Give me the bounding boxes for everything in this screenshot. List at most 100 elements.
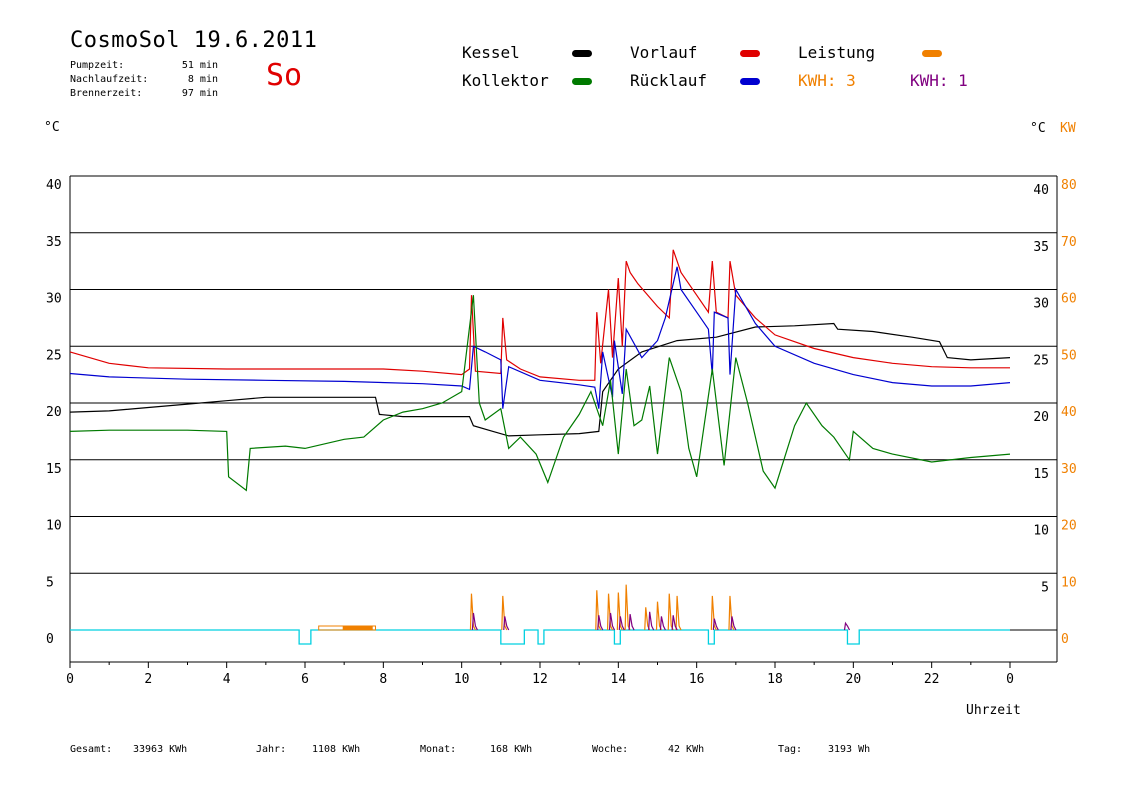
power-spike-0-0 bbox=[469, 593, 476, 631]
power-spike-0-9 bbox=[675, 595, 682, 631]
x-tick-label-4: 8 bbox=[379, 672, 387, 687]
power-spike-1-11 bbox=[843, 621, 851, 631]
x-axis-label: Uhrzeit bbox=[966, 703, 1021, 718]
left-tick-label-5: 5 bbox=[46, 575, 54, 590]
chart-title: CosmoSol 19.6.2011 bbox=[70, 28, 318, 53]
legend-vorlauf-swatch bbox=[740, 50, 760, 57]
power-spike-0-10 bbox=[710, 595, 717, 631]
x-tick-label-9: 18 bbox=[767, 672, 783, 687]
power-spike-1-7 bbox=[659, 616, 666, 631]
chart-grid bbox=[70, 175, 1057, 574]
pumpzeit-value: 51 min bbox=[181, 60, 218, 71]
series-line-kollektor bbox=[69, 295, 1011, 492]
series-line-kessel bbox=[69, 322, 1011, 437]
right-kw-tick-label-8: 80 bbox=[1061, 178, 1077, 193]
power-spike-1-4 bbox=[618, 616, 625, 631]
x-tick-label-12: 0 bbox=[1006, 672, 1014, 687]
x-tick-label-11: 22 bbox=[924, 672, 940, 687]
x-tick-label-8: 16 bbox=[689, 672, 705, 687]
jahr-value: 1108 KWh bbox=[312, 744, 361, 755]
x-tick-label-3: 6 bbox=[301, 672, 309, 687]
legend-kwh-purple: KWH: 1 bbox=[910, 71, 968, 90]
right-kw-tick-label-7: 70 bbox=[1061, 235, 1077, 250]
left-tick-label-25: 25 bbox=[46, 348, 62, 363]
legend-kollektor-label: Kollektor bbox=[462, 71, 549, 90]
chart-series bbox=[69, 249, 1011, 645]
x-tick-label-0: 0 bbox=[66, 672, 74, 687]
left-tick-label-20: 20 bbox=[46, 405, 62, 420]
right-c-tick-label-5: 5 bbox=[1041, 580, 1049, 595]
right-kw-tick-label-4: 40 bbox=[1061, 405, 1077, 420]
left-tick-label-35: 35 bbox=[46, 235, 62, 250]
legend-leistung-label: Leistung bbox=[798, 43, 876, 62]
legend-kessel-label: Kessel bbox=[462, 43, 520, 62]
legend-kwh-orange: KWH: 3 bbox=[798, 71, 856, 90]
right-kw-tick-label-6: 60 bbox=[1061, 292, 1077, 307]
x-tick-label-6: 12 bbox=[532, 672, 548, 687]
right-kw-tick-label-3: 30 bbox=[1061, 462, 1077, 477]
power-spike-1-5 bbox=[628, 614, 635, 631]
power-spike-1-10 bbox=[730, 616, 737, 631]
x-tick-label-2: 4 bbox=[223, 672, 231, 687]
jahr-label: Jahr: bbox=[256, 744, 287, 755]
monat-value: 168 KWh bbox=[490, 744, 533, 755]
right-c-tick-label-15: 15 bbox=[1033, 467, 1049, 482]
nachlaufzeit-label: Nachlaufzeit: bbox=[70, 74, 149, 85]
x-tick-label-10: 20 bbox=[846, 672, 862, 687]
power-spike-1-3 bbox=[608, 612, 616, 631]
left-unit-label: °C bbox=[44, 120, 60, 135]
woche-label: Woche: bbox=[592, 744, 629, 755]
left-tick-label-15: 15 bbox=[46, 462, 62, 477]
nachlaufzeit-value: 8 min bbox=[187, 74, 218, 85]
power-spike-1-0 bbox=[471, 612, 478, 631]
right-kw-tick-label-2: 20 bbox=[1061, 519, 1077, 534]
right-c-tick-label-35: 35 bbox=[1033, 240, 1049, 255]
right-kw-tick-label-5: 50 bbox=[1061, 348, 1077, 363]
legend-vorlauf-label: Vorlauf bbox=[630, 43, 698, 62]
x-tick-label-5: 10 bbox=[454, 672, 470, 687]
power-spike-1-1 bbox=[503, 616, 510, 631]
series-line-rcklauf bbox=[69, 266, 1011, 409]
power-spike-0-2 bbox=[595, 590, 602, 631]
left-tick-label-10: 10 bbox=[46, 519, 62, 534]
right-kw-tick-label-1: 10 bbox=[1061, 575, 1077, 590]
weekday-label: So bbox=[266, 58, 303, 93]
gesamt-label: Gesamt: bbox=[70, 744, 113, 755]
legend-kessel-swatch bbox=[572, 50, 592, 57]
x-tick-label-7: 14 bbox=[611, 672, 627, 687]
legend-ruecklauf-label: Rücklauf bbox=[630, 71, 708, 90]
power-spike-1-8 bbox=[671, 615, 678, 631]
chart-ticks: 0 2 4 6 8 10 12 14 16 18 20 22 0 0 5 10 15 20 25 30 35 40 5 10 1… bbox=[46, 178, 1077, 687]
power-spike-1-6 bbox=[648, 611, 655, 631]
power-spike-0-11 bbox=[728, 595, 735, 631]
right-c-tick-label-10: 10 bbox=[1033, 524, 1049, 539]
monat-label: Monat: bbox=[420, 744, 457, 755]
left-tick-label-30: 30 bbox=[46, 292, 62, 307]
brennerzeit-value: 97 min bbox=[181, 88, 218, 99]
right-c-tick-label-30: 30 bbox=[1033, 297, 1049, 312]
series-line-vorlauf bbox=[69, 249, 1010, 381]
x-tick-label-1: 2 bbox=[144, 672, 152, 687]
tag-value: 3193 Wh bbox=[828, 744, 871, 755]
power-spike-1-9 bbox=[712, 618, 719, 631]
left-tick-label-40: 40 bbox=[46, 178, 62, 193]
right-unit-celsius: °C bbox=[1030, 121, 1046, 136]
gesamt-value: 33963 KWh bbox=[133, 744, 188, 755]
legend-leistung-swatch bbox=[922, 50, 942, 57]
legend-ruecklauf-swatch bbox=[740, 78, 760, 85]
pump-status-line bbox=[70, 629, 1010, 645]
legend-kollektor-swatch bbox=[572, 78, 592, 85]
woche-value: 42 KWh bbox=[668, 744, 705, 755]
brennerzeit-label: Brennerzeit: bbox=[70, 88, 143, 99]
right-c-tick-label-40: 40 bbox=[1033, 183, 1049, 198]
right-c-tick-label-25: 25 bbox=[1033, 353, 1049, 368]
right-c-tick-label-20: 20 bbox=[1033, 410, 1049, 425]
right-unit-kw: KW bbox=[1060, 121, 1076, 136]
power-spike-0-1 bbox=[501, 595, 508, 631]
power-spike-1-2 bbox=[597, 615, 604, 631]
tag-label: Tag: bbox=[778, 744, 803, 755]
burner-run-fill bbox=[342, 626, 373, 630]
power-spike-0-3 bbox=[606, 593, 614, 631]
chart-axes bbox=[69, 176, 1058, 663]
